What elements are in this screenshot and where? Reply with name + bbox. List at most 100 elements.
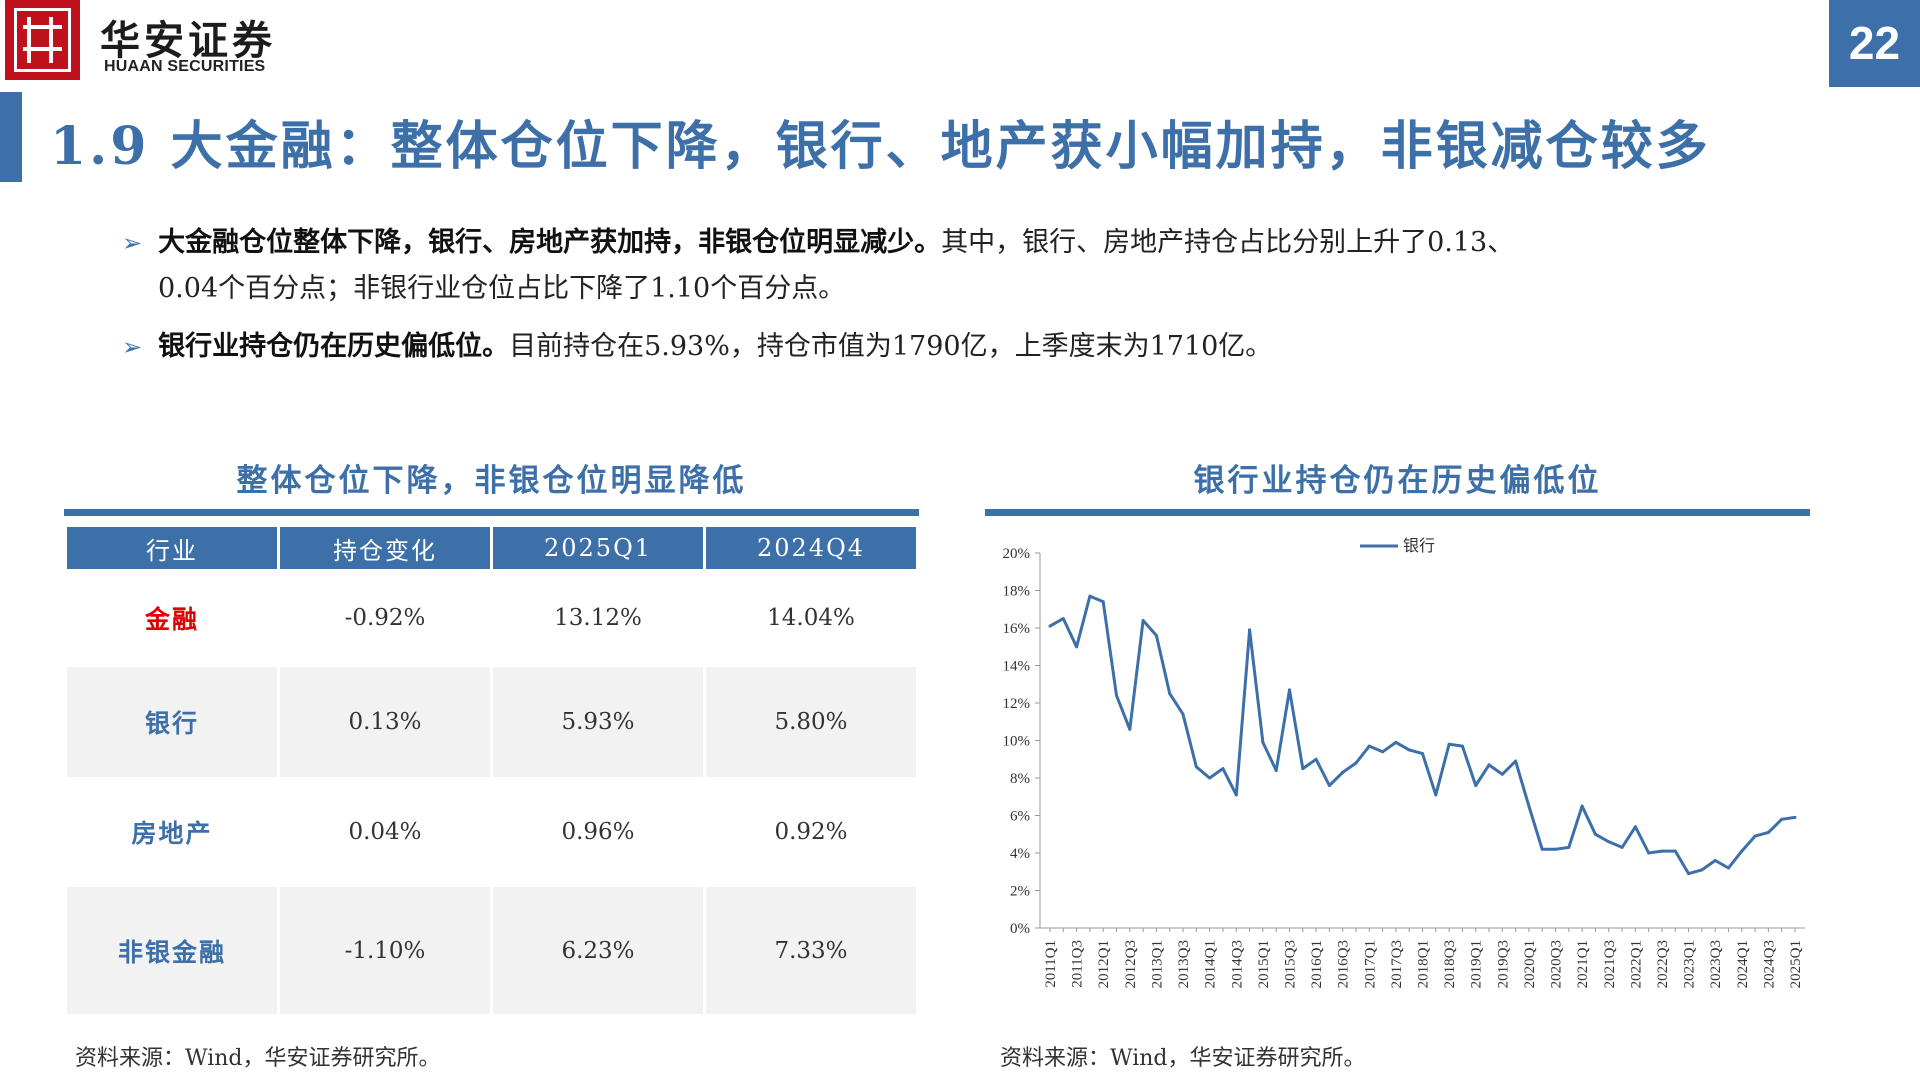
data-point: [1075, 645, 1079, 649]
data-point: [1554, 847, 1558, 851]
data-point: [1128, 727, 1132, 731]
x-tick-label: 2025Q1: [1788, 940, 1804, 988]
table-title: 整体仓位下降，非银仓位明显降低: [236, 463, 747, 499]
data-point: [1447, 742, 1451, 746]
data-point: [1673, 849, 1677, 853]
industry-cell: 非银金融: [67, 887, 277, 1014]
data-point: [1061, 617, 1065, 621]
data-point: [1101, 600, 1105, 604]
data-point: [1607, 840, 1611, 844]
x-tick-label: 2012Q3: [1123, 940, 1139, 988]
data-point: [1793, 815, 1797, 819]
data-point: [1181, 712, 1185, 716]
x-tick-label: 2014Q1: [1203, 940, 1219, 988]
x-tick-label: 2015Q3: [1282, 940, 1298, 988]
data-point: [1354, 761, 1358, 765]
data-point: [1660, 849, 1664, 853]
x-tick-label: 2017Q1: [1362, 940, 1378, 988]
chart-title-rule: [985, 509, 1810, 516]
data-point: [1221, 767, 1225, 771]
data-point: [1514, 759, 1518, 763]
x-tick-label: 2016Q3: [1336, 940, 1352, 988]
x-tick-label: 2023Q3: [1708, 940, 1724, 988]
data-point: [1713, 859, 1717, 862]
arrow-bullet-icon: ➢: [122, 333, 143, 361]
table-title-rule: [64, 509, 919, 516]
title-accent-bar: [0, 92, 22, 182]
x-tick-label: 2017Q3: [1389, 940, 1405, 988]
y-tick-label: 10%: [1003, 734, 1031, 750]
table-row: 银行 0.13% 5.93% 5.80%: [67, 667, 916, 777]
brand-name-cn: 华安证券: [100, 17, 276, 64]
data-point: [1261, 740, 1265, 744]
x-tick-label: 2020Q3: [1549, 940, 1565, 988]
data-point: [1208, 776, 1212, 780]
data-point: [1287, 688, 1291, 692]
series-line-bank: [1049, 594, 1796, 876]
value-cell-2025q1: 5.93%: [493, 667, 703, 777]
x-tick-label: 2016Q1: [1309, 940, 1325, 988]
bullet-point-1: ➢ 大金融仓位整体下降，银行、房地产获加持，非银仓位明显减少。其中，银行、房地产持…: [122, 220, 1762, 312]
data-point: [1540, 847, 1544, 851]
data-point: [1274, 769, 1278, 772]
industry-cell: 房地产: [67, 777, 277, 887]
data-point: [1580, 804, 1584, 808]
table-source-note: 资料来源：Wind，华安证券研究所。: [75, 1046, 441, 1071]
bullet-1-bold: 大金融仓位整体下降，银行、房地产获加持，非银仓位明显减少。: [158, 227, 942, 258]
x-tick-label: 2014Q3: [1229, 940, 1245, 988]
table-header-cell: 行业: [67, 527, 277, 569]
x-tick-label: 2018Q1: [1416, 940, 1432, 988]
x-tick-label: 2019Q3: [1495, 940, 1511, 988]
industry-cell: 金融: [67, 569, 277, 667]
x-tick-label: 2021Q3: [1602, 940, 1618, 988]
data-point: [1593, 832, 1597, 836]
data-point: [1234, 793, 1238, 797]
chart-title: 银行业持仓仍在历史偏低位: [1193, 463, 1602, 499]
bank-holdings-line-chart: 0% 2% 4% 6% 8% 10% 12% 14% 16% 18% 20% 2011Q1 2011Q3…: [1003, 537, 1805, 988]
change-cell: 0.13%: [280, 667, 490, 777]
industry-cell: 银行: [67, 667, 277, 777]
data-point: [1194, 765, 1198, 769]
data-point: [1381, 750, 1385, 754]
x-tick-label: 2022Q1: [1628, 940, 1644, 988]
data-point: [1647, 851, 1651, 855]
value-cell-2025q1: 6.23%: [493, 887, 703, 1014]
data-point: [1115, 694, 1119, 697]
company-logo: [5, 0, 80, 80]
page-title: 1.9 大金融：整体仓位下降，银行、地产获小幅加持，非银减仓较多: [50, 116, 1711, 177]
data-point: [1500, 772, 1504, 776]
table-row: 非银金融 -1.10% 6.23% 7.33%: [67, 887, 916, 1014]
bullet-1-line2: 0.04个百分点；非银行业仓位占比下降了1.10个百分点。: [158, 273, 846, 304]
x-tick-label: 2013Q3: [1176, 940, 1192, 988]
data-point: [1048, 624, 1052, 628]
data-point: [1248, 628, 1252, 632]
x-tick-label: 2024Q1: [1735, 940, 1751, 988]
x-tick-label: 2023Q1: [1682, 940, 1698, 988]
y-tick-label: 20%: [1003, 546, 1031, 562]
bullet-1-line1: 其中，银行、房地产持仓占比分别上升了0.13、: [941, 227, 1515, 258]
data-point: [1687, 872, 1691, 876]
data-point: [1766, 830, 1770, 834]
brand-name-en: HUAAN SECURITIES: [104, 58, 266, 75]
value-cell-2024q4: 5.80%: [706, 667, 916, 777]
data-point: [1154, 634, 1158, 637]
page-number: 22: [1829, 0, 1920, 87]
change-cell: 0.04%: [280, 777, 490, 887]
data-point: [1434, 793, 1438, 797]
arrow-bullet-icon: ➢: [122, 229, 143, 257]
bullet-2-rest: 目前持仓在5.93%，持仓市值为1790亿，上季度末为1710亿。: [509, 331, 1273, 362]
data-point: [1314, 757, 1318, 761]
table-header-cell: 2025Q1: [493, 527, 703, 569]
data-point: [1394, 740, 1398, 744]
data-point: [1700, 868, 1704, 872]
change-cell: -0.92%: [280, 569, 490, 667]
data-point: [1460, 744, 1464, 748]
x-tick-label: 2015Q1: [1256, 940, 1272, 988]
value-cell-2024q4: 14.04%: [706, 569, 916, 667]
data-point: [1301, 767, 1305, 771]
table-header-cell: 2024Q4: [706, 527, 916, 569]
value-cell-2025q1: 0.96%: [493, 777, 703, 887]
x-tick-label: 2011Q3: [1070, 940, 1086, 988]
table-row: 金融 -0.92% 13.12% 14.04%: [67, 569, 916, 667]
y-tick-label: 0%: [1010, 921, 1030, 937]
